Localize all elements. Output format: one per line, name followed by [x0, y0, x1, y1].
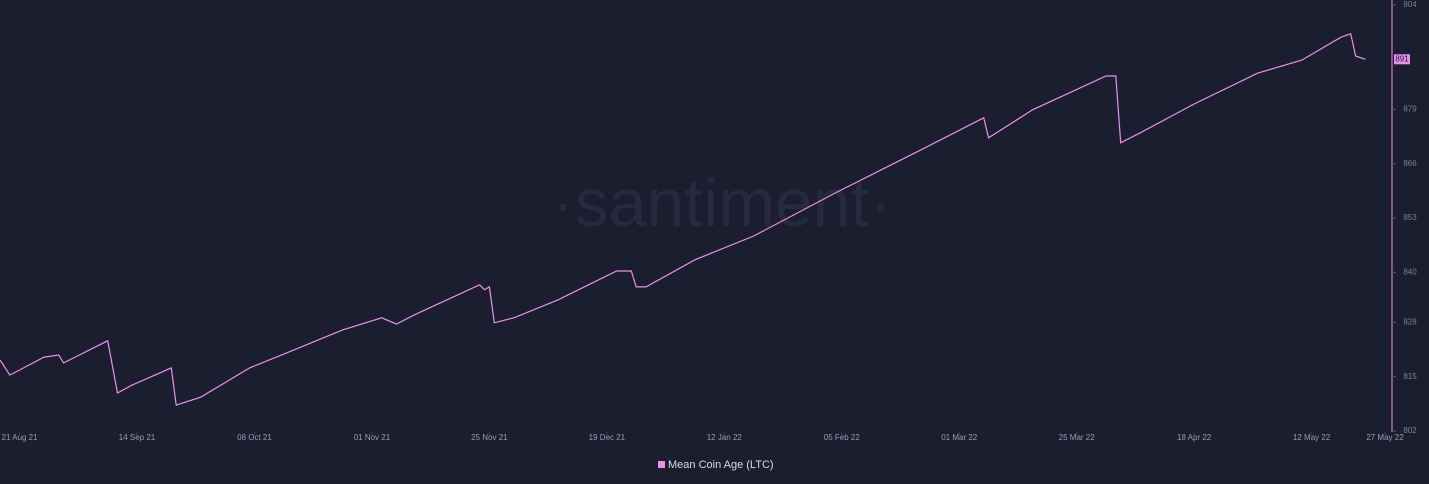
x-tick-label: 25 Nov 21: [471, 433, 508, 442]
y-tick-label: 815: [1403, 372, 1417, 381]
line: [0, 33, 1366, 406]
y-tick-label: 879: [1403, 105, 1417, 114]
watermark: ·santiment·: [552, 165, 892, 241]
last-value-box: [1394, 54, 1410, 65]
legend-swatch: [658, 461, 665, 468]
x-tick-label: 19 Dec 21: [589, 433, 626, 442]
x-tick-label: 12 Jan 22: [707, 433, 743, 442]
x-tick-label: 01 Mar 22: [941, 433, 978, 442]
y-tick-label: 828: [1403, 318, 1417, 327]
last-value-label: 891: [1395, 54, 1409, 63]
x-tick-label: 21 Aug 21: [2, 433, 39, 442]
x-tick-label: 18 Apr 22: [1177, 433, 1212, 442]
legend-label: Mean Coin Age (LTC): [668, 459, 774, 471]
x-tick-label: 01 Nov 21: [354, 433, 391, 442]
x-tick-label: 27 May 22: [1366, 433, 1404, 442]
x-tick-label: 05 Feb 22: [824, 433, 861, 442]
x-tick-label: 14 Sep 21: [119, 433, 156, 442]
y-tick-label: 802: [1403, 426, 1417, 435]
x-tick-label: 25 Mar 22: [1059, 433, 1096, 442]
x-tick-label: 08 Oct 21: [237, 433, 272, 442]
y-tick-label: 904: [1403, 0, 1417, 9]
y-tick-label: 840: [1403, 267, 1417, 276]
y-tick-label: 853: [1403, 213, 1417, 222]
y-tick-label: 866: [1403, 159, 1417, 168]
x-tick-label: 12 May 22: [1293, 433, 1331, 442]
